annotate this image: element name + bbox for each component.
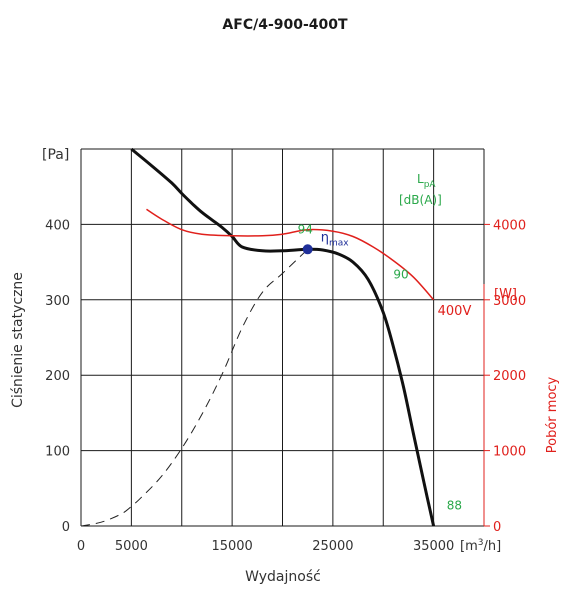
- pressure-curve: [130, 147, 436, 527]
- y-unit-label: [Pa]: [42, 147, 69, 163]
- y2-tick-label: 2000: [493, 369, 526, 384]
- curves: [80, 147, 436, 527]
- noise-level-label: 88: [447, 498, 462, 512]
- efficiency-label-main: η: [321, 230, 329, 245]
- labels: ηmax 94 90 88 400V: [298, 222, 472, 512]
- y-axis-label: Ciśnienie statyczne: [10, 272, 26, 408]
- efficiency-max-point: [302, 244, 313, 255]
- y2-axis-label: Pobór mocy: [545, 376, 560, 453]
- noise-unit-L-main: L: [417, 172, 424, 186]
- x-tick-label: 15000: [211, 539, 252, 554]
- x-tick-label: 5000: [115, 539, 148, 554]
- y-tick-label: 200: [45, 369, 70, 384]
- noise-level-label: 90: [393, 268, 408, 282]
- noise-unit-dba: [dB(A)]: [399, 193, 442, 207]
- efficiency-label: ηmax: [321, 230, 350, 248]
- y-tick-label: 400: [45, 218, 70, 233]
- x-tick-label: 35000: [413, 539, 454, 554]
- y2-tick-label: 0: [493, 520, 501, 535]
- x-axis-label: Wydajność: [245, 569, 321, 585]
- y2-tick-label: 1000: [493, 445, 526, 460]
- x-unit-start: [m: [460, 539, 478, 554]
- x-unit-superscript: 3: [478, 538, 484, 548]
- system-curve: [80, 248, 309, 527]
- y2-tick-label: 4000: [493, 218, 526, 233]
- y-tick-label: 100: [45, 445, 70, 460]
- noise-level-label: 94: [298, 222, 313, 236]
- noise-unit-L: LpA: [417, 172, 436, 190]
- power-series-label: 400V: [438, 304, 472, 319]
- x-tick-label: 25000: [312, 539, 353, 554]
- y-tick-label: 300: [45, 294, 70, 309]
- noise-unit-L-sub: pA: [424, 180, 437, 190]
- x-unit-label: [m3/h]: [460, 538, 501, 554]
- efficiency-label-sub: max: [329, 238, 349, 248]
- x-unit-end: /h]: [483, 539, 501, 554]
- y-tick-label: 0: [62, 520, 70, 535]
- y2-unit-label: [W]: [494, 287, 517, 302]
- y2-tick-label: 3000: [493, 294, 526, 309]
- x-tick-label: 0: [77, 539, 85, 554]
- power-curve: [146, 208, 435, 301]
- chart-title: AFC/4-900-400T: [222, 17, 348, 33]
- grid: [80, 148, 490, 527]
